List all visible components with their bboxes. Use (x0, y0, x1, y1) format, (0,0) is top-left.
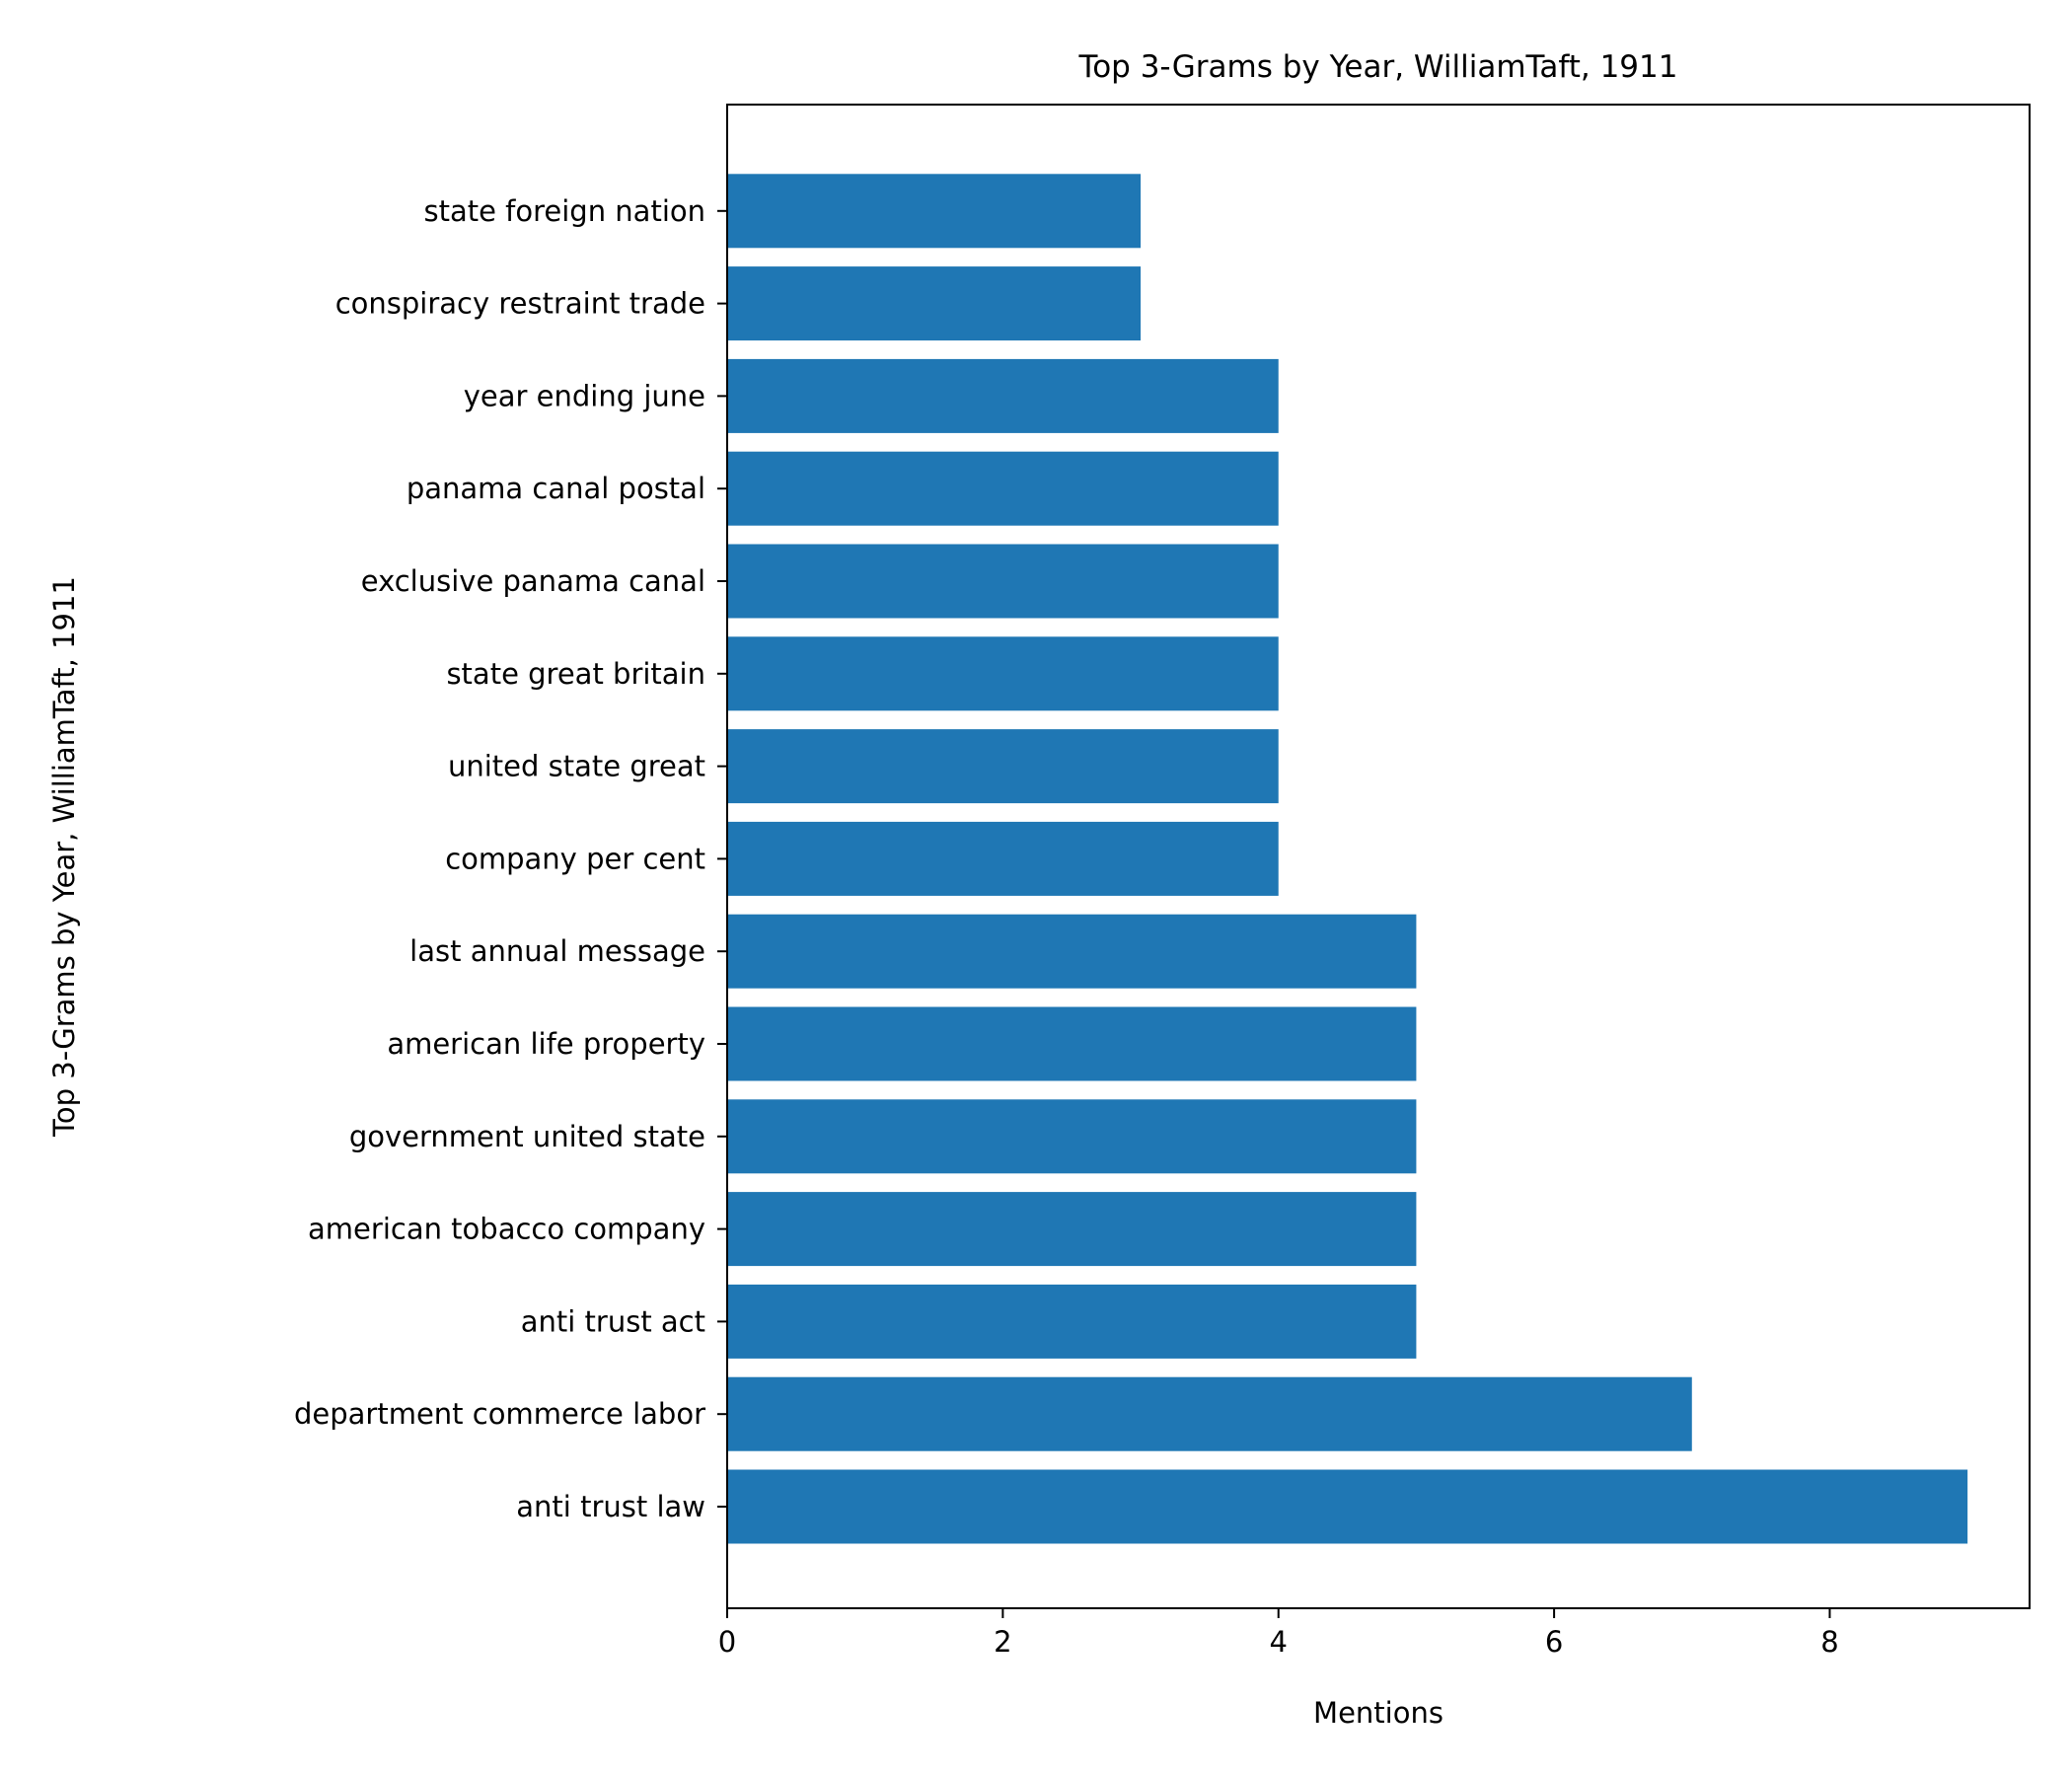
x-axis-ticks: 0 2 4 6 8 (718, 1608, 1839, 1659)
bar-anti-trust-law (727, 1469, 1968, 1544)
y-tick-label: anti trust law (516, 1490, 705, 1523)
y-tick-label: state great britain (446, 657, 705, 691)
y-tick-label: american life property (387, 1027, 705, 1061)
x-tick-label: 2 (994, 1625, 1011, 1659)
x-axis-label: Mentions (1313, 1696, 1443, 1730)
bar-state-foreign-nation (727, 174, 1142, 249)
bar-department-commerce-labor (727, 1376, 1692, 1451)
bar-american-tobacco-company (727, 1192, 1417, 1267)
y-tick-label: panama canal postal (407, 472, 705, 505)
y-tick-label: department commerce labor (294, 1397, 705, 1431)
x-tick-label: 8 (1820, 1625, 1838, 1659)
bar-anti-trust-act (727, 1284, 1417, 1359)
bar-conspiracy-restraint-trade (727, 266, 1142, 341)
bar-company-per-cent (727, 821, 1279, 896)
y-tick-label: american tobacco company (308, 1213, 705, 1246)
bar-united-state-great (727, 729, 1279, 804)
y-axis-label: Top 3-Grams by Year, WilliamTaft, 1911 (47, 576, 81, 1138)
x-tick-label: 4 (1270, 1625, 1288, 1659)
y-tick-label: state foreign nation (423, 194, 705, 228)
y-tick-label: united state great (448, 750, 705, 783)
x-tick-label: 6 (1545, 1625, 1563, 1659)
bar-last-annual-message (727, 914, 1417, 989)
plot-frame (726, 104, 2031, 1609)
y-tick-label: year ending june (464, 379, 705, 412)
bar-government-united-state (727, 1099, 1417, 1174)
bar-state-great-britain (727, 636, 1279, 711)
y-tick-label: last annual message (409, 934, 705, 968)
y-tick-label: company per cent (445, 842, 705, 875)
bars-group (727, 174, 1968, 1544)
bar-american-life-property (727, 1006, 1417, 1081)
y-axis-ticks: anti trust law department commerce labor a… (294, 194, 727, 1523)
bar-year-ending-june (727, 358, 1279, 433)
y-tick-label: exclusive panama canal (361, 564, 705, 598)
y-tick-label: anti trust act (521, 1304, 705, 1338)
y-tick-label: conspiracy restraint trade (335, 287, 705, 321)
chart-title: Top 3-Grams by Year, WilliamTaft, 1911 (1078, 49, 1678, 85)
bar-panama-canal-postal (727, 451, 1279, 526)
x-tick-label: 0 (718, 1625, 736, 1659)
y-tick-label: government united state (349, 1120, 705, 1153)
bar-exclusive-panama-canal (727, 544, 1279, 619)
